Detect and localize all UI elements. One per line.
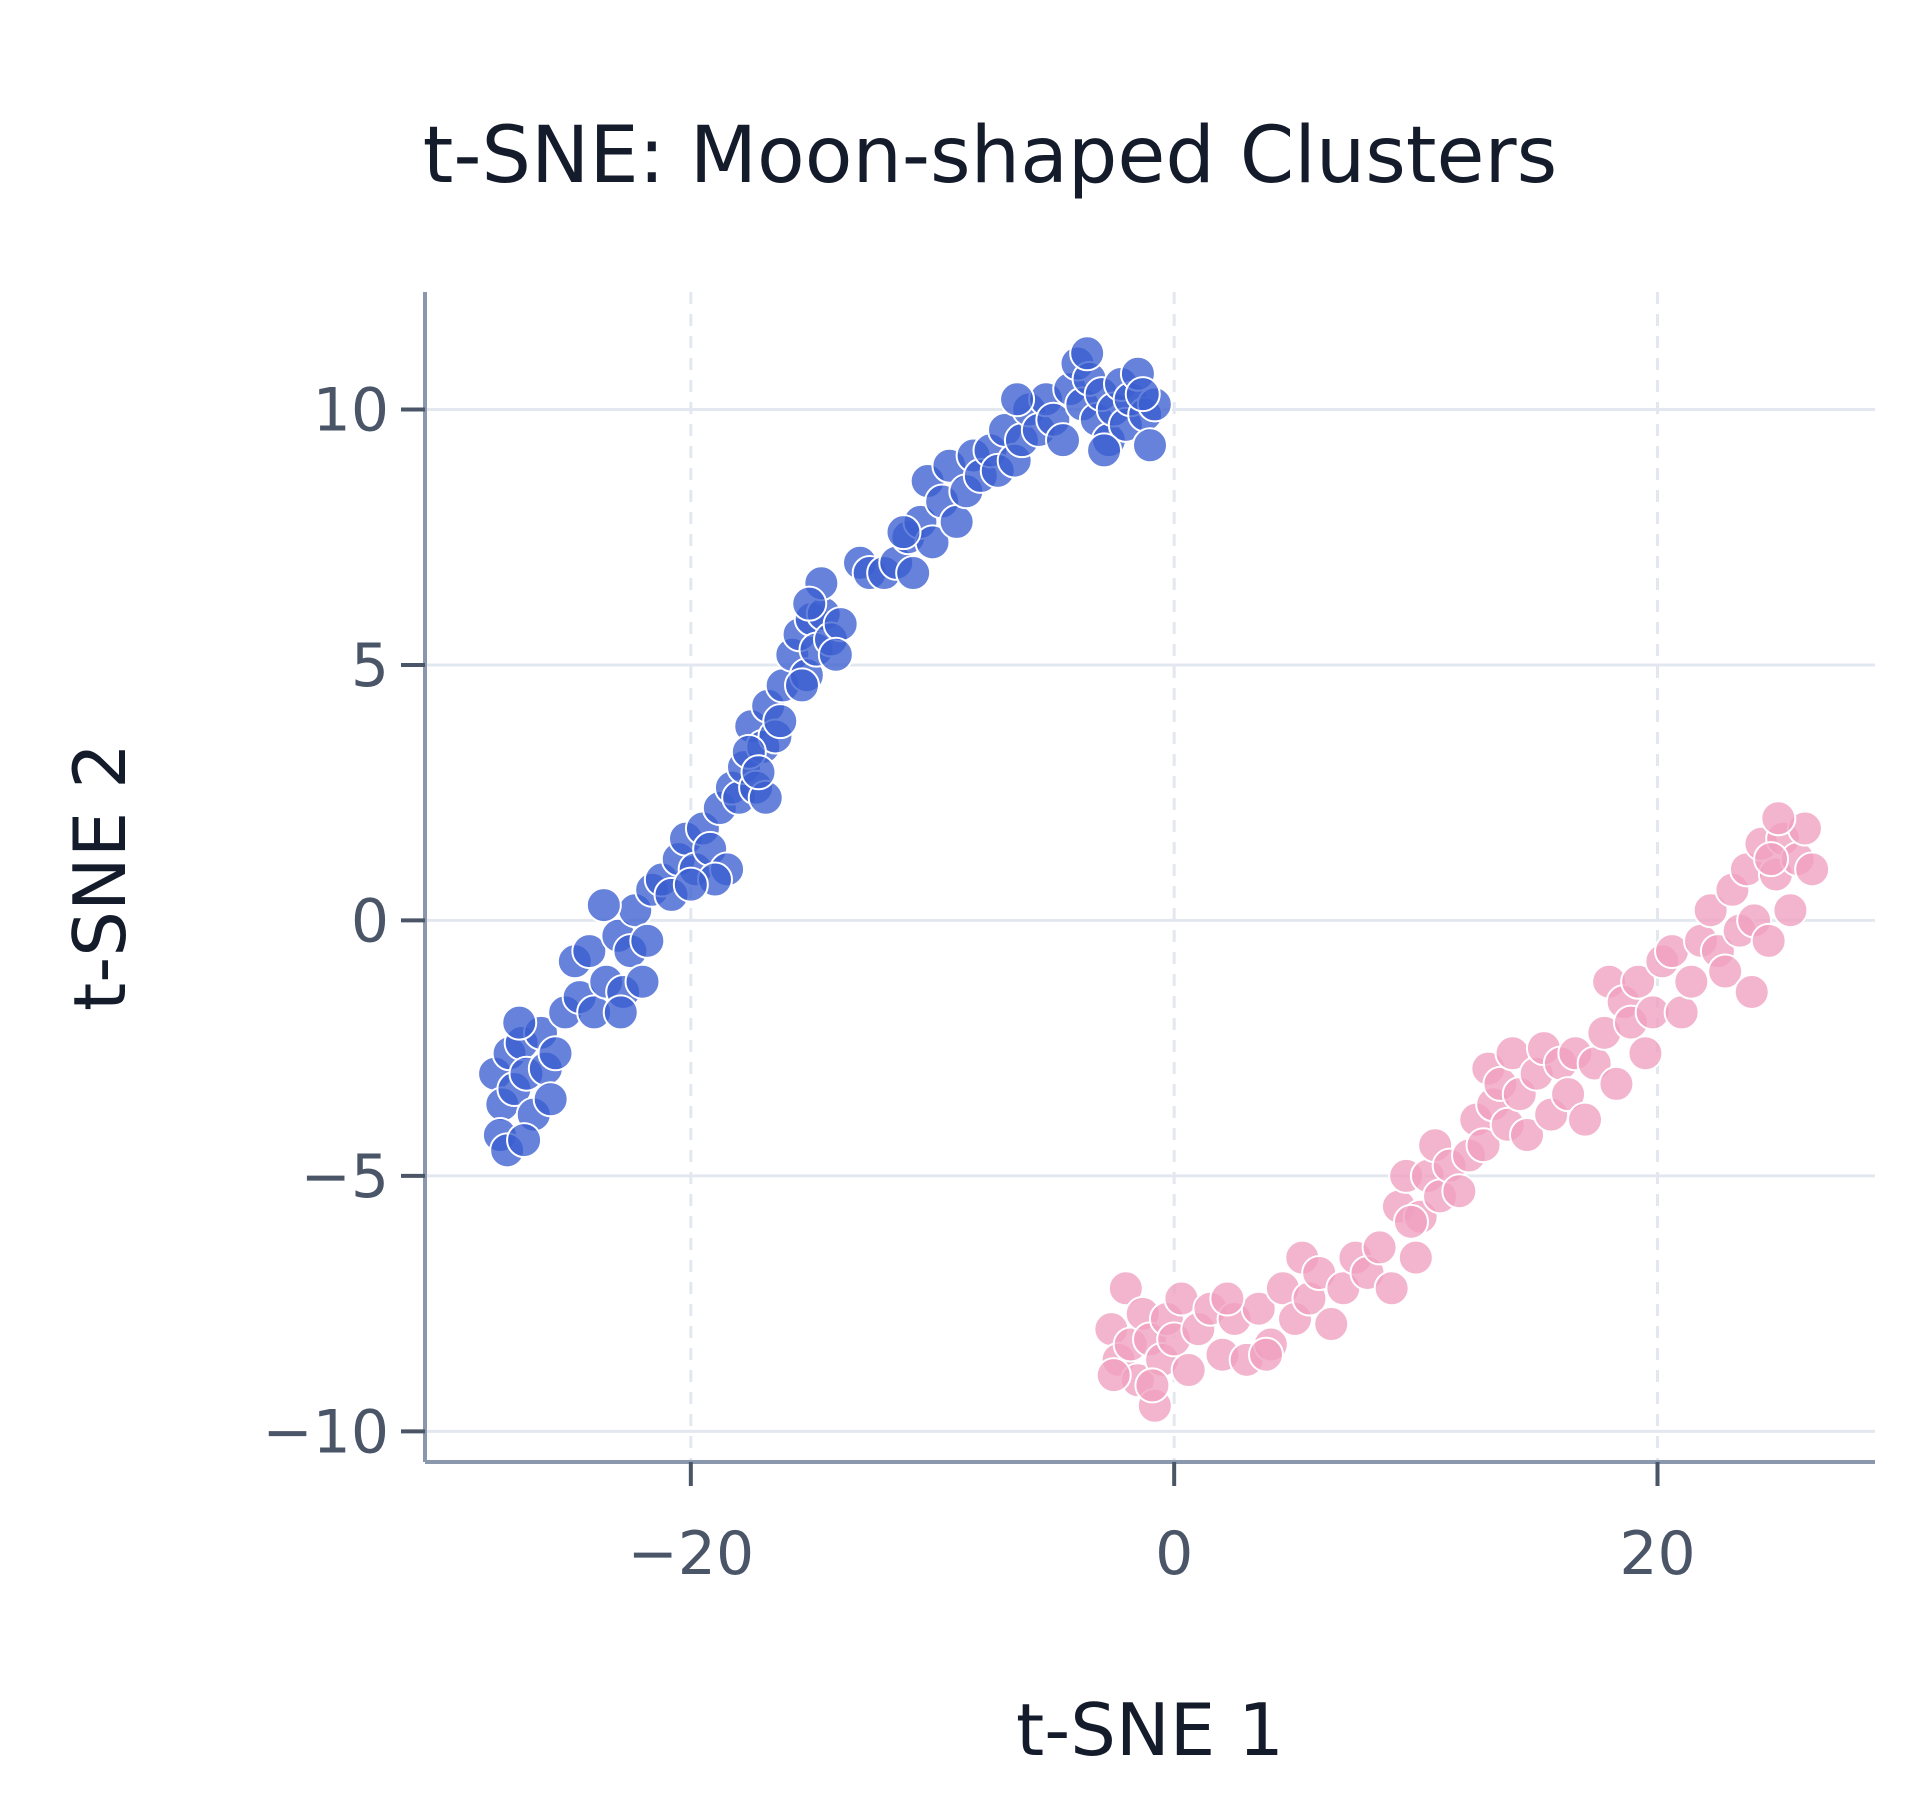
data-point [1170,1352,1207,1389]
y-axis-label: t-SNE 2 [58,743,142,1011]
data-point [1465,1127,1502,1164]
data-point [1086,432,1123,469]
ticks: −20 0 20 −10 −5 0 5 10 [262,376,1695,1589]
x-axis-label: t-SNE 1 [1016,1688,1284,1772]
series-0 [477,335,1173,1169]
data-point [791,585,828,622]
data-point [1794,851,1831,888]
data-points [477,335,1831,1424]
data-point [1707,953,1744,990]
series-1 [1093,800,1831,1424]
data-point [1045,422,1081,459]
data-point [1620,963,1657,1000]
data-point [938,503,975,540]
y-tick-label: 5 [351,631,389,701]
data-point [1673,963,1710,1000]
y-tick-label: −10 [262,1397,389,1467]
data-point [1313,1306,1350,1343]
data-point [1772,892,1809,929]
data-point [784,667,820,704]
data-point [1598,1065,1635,1102]
data-point [1124,376,1161,413]
data-point [1107,1270,1144,1307]
data-point [672,866,709,903]
data-point [1069,335,1106,372]
data-point [602,994,639,1031]
data-point [585,887,622,924]
data-point [501,1004,538,1041]
data-point [817,636,854,673]
y-tick-label: 10 [313,376,389,446]
data-point [1397,1239,1434,1276]
data-point [1393,1203,1429,1240]
data-point [895,555,932,592]
data-point [571,933,608,970]
x-tick-label: 0 [1155,1519,1193,1589]
y-tick-label: −5 [301,1142,389,1212]
data-point [885,514,922,551]
data-point [1095,1357,1132,1394]
data-point [1627,1035,1664,1072]
data-point [1373,1270,1410,1307]
data-point [629,922,666,959]
data-point [1567,1101,1603,1138]
data-point [1441,1173,1478,1210]
data-point [624,963,661,1000]
data-point [762,703,799,740]
data-point [1361,1229,1398,1266]
x-tick-label: −20 [628,1519,755,1589]
axes [423,292,1875,1464]
y-tick-label: 0 [351,886,389,956]
data-point [1750,922,1787,959]
data-point [1760,800,1797,837]
data-point [740,754,777,791]
data-point [1663,994,1700,1031]
data-point [1509,1117,1545,1154]
data-point [532,1081,569,1118]
data-point [1248,1336,1284,1373]
data-point [1132,427,1168,464]
data-point [1209,1280,1246,1317]
x-tick-label: 20 [1619,1519,1695,1589]
data-point [1550,1076,1587,1113]
data-point [999,381,1036,418]
data-point [537,1035,574,1072]
data-point [506,1122,543,1159]
data-point [1134,1367,1171,1404]
data-point [822,606,859,643]
chart-title: t-SNE: Moon-shaped Clusters [423,111,1557,201]
data-point [1753,841,1790,878]
data-point [1733,973,1770,1010]
